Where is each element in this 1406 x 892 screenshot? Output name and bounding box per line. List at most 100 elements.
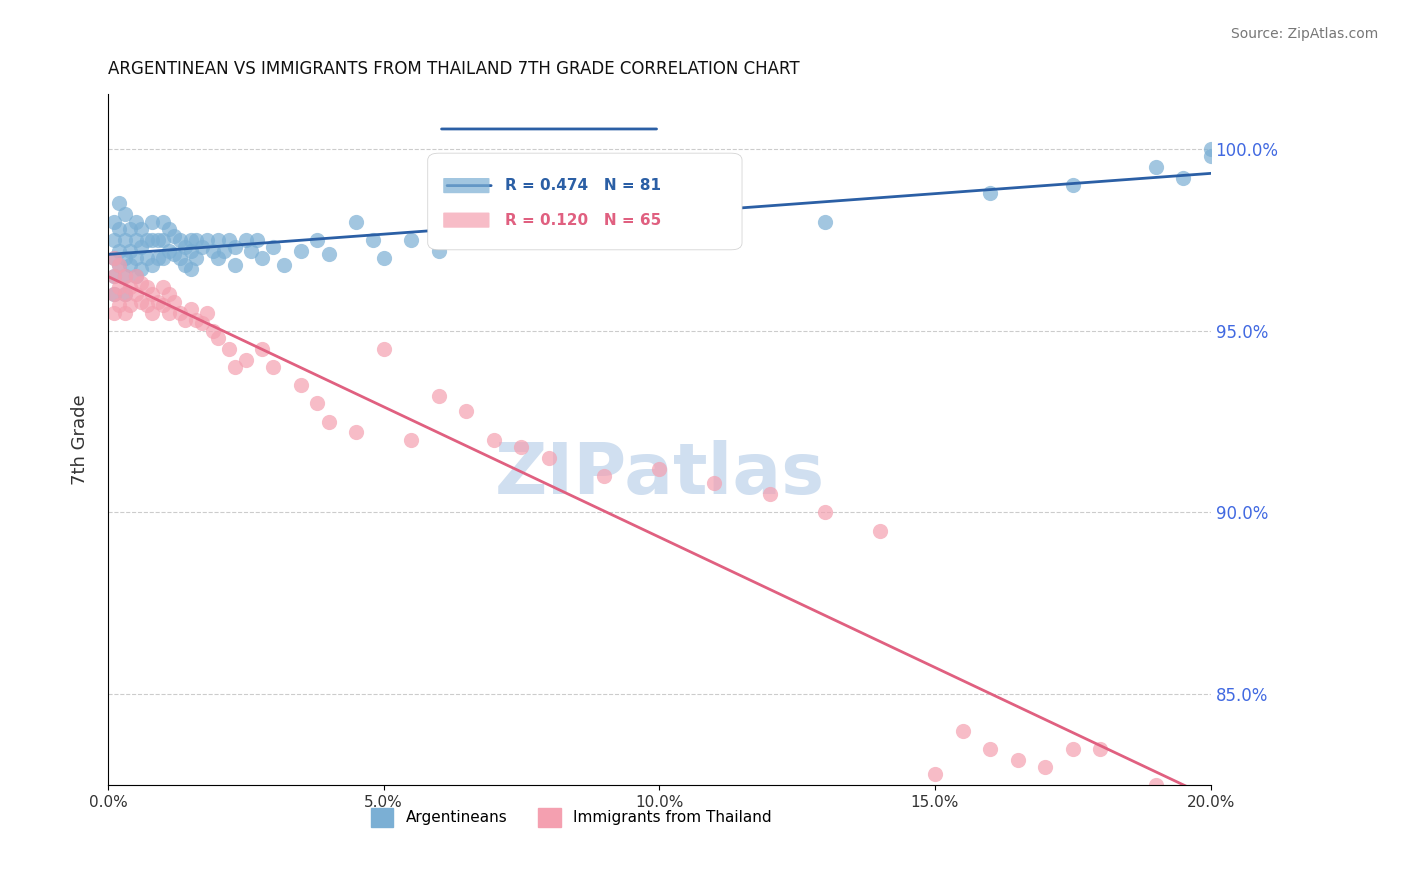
Immigrants from Thailand [373, 342, 395, 356]
Immigrants from Thailand [538, 450, 561, 465]
Argentineans [141, 214, 163, 228]
Immigrants from Thailand [1007, 753, 1029, 767]
Argentineans [207, 233, 229, 247]
Immigrants from Thailand [103, 305, 125, 319]
Argentineans [703, 196, 725, 211]
Argentineans [157, 244, 180, 258]
Argentineans [224, 240, 246, 254]
Argentineans [174, 240, 197, 254]
Immigrants from Thailand [924, 767, 946, 781]
Argentineans [252, 251, 274, 265]
Argentineans [108, 258, 131, 272]
Argentineans [240, 244, 263, 258]
Immigrants from Thailand [262, 360, 284, 375]
Immigrants from Thailand [648, 462, 671, 476]
Immigrants from Thailand [979, 741, 1001, 756]
Immigrants from Thailand [207, 331, 229, 345]
Argentineans [246, 233, 269, 247]
Argentineans [103, 233, 125, 247]
Argentineans [235, 233, 257, 247]
Argentineans [373, 251, 395, 265]
Argentineans [114, 251, 136, 265]
Argentineans [163, 247, 186, 261]
Argentineans [190, 240, 212, 254]
Immigrants from Thailand [593, 469, 616, 483]
Immigrants from Thailand [152, 280, 174, 294]
Argentineans [169, 251, 191, 265]
Argentineans [482, 233, 505, 247]
Argentineans [103, 214, 125, 228]
Immigrants from Thailand [814, 506, 837, 520]
Immigrants from Thailand [703, 476, 725, 491]
Immigrants from Thailand [1144, 778, 1167, 792]
Argentineans [103, 287, 125, 301]
Argentineans [152, 214, 174, 228]
Argentineans [456, 214, 478, 228]
Argentineans [195, 233, 218, 247]
Immigrants from Thailand [118, 280, 141, 294]
Argentineans [118, 258, 141, 272]
Argentineans [124, 251, 146, 265]
Argentineans [1062, 178, 1084, 193]
Argentineans [174, 258, 197, 272]
Immigrants from Thailand [482, 433, 505, 447]
Immigrants from Thailand [157, 305, 180, 319]
Argentineans [186, 233, 208, 247]
Immigrants from Thailand [152, 298, 174, 312]
Argentineans [180, 244, 202, 258]
Immigrants from Thailand [1033, 760, 1056, 774]
Immigrants from Thailand [114, 287, 136, 301]
Argentineans [399, 233, 422, 247]
Argentineans [814, 214, 837, 228]
Argentineans [146, 233, 169, 247]
Immigrants from Thailand [124, 287, 146, 301]
Immigrants from Thailand [108, 258, 131, 272]
Immigrants from Thailand [1116, 797, 1139, 811]
FancyBboxPatch shape [427, 153, 742, 250]
Argentineans [218, 233, 240, 247]
Text: ZIPatlas: ZIPatlas [495, 440, 824, 508]
Immigrants from Thailand [103, 251, 125, 265]
FancyBboxPatch shape [443, 178, 489, 194]
Argentineans [201, 244, 224, 258]
Argentineans [212, 244, 235, 258]
Immigrants from Thailand [190, 317, 212, 331]
Argentineans [103, 269, 125, 284]
Argentineans [273, 258, 295, 272]
Argentineans [1199, 142, 1222, 156]
Immigrants from Thailand [141, 305, 163, 319]
Immigrants from Thailand [169, 305, 191, 319]
Immigrants from Thailand [180, 301, 202, 316]
Argentineans [207, 251, 229, 265]
Immigrants from Thailand [174, 313, 197, 327]
Argentineans [163, 229, 186, 244]
Immigrants from Thailand [307, 396, 329, 410]
Text: Source: ZipAtlas.com: Source: ZipAtlas.com [1230, 27, 1378, 41]
Argentineans [180, 261, 202, 276]
Immigrants from Thailand [318, 415, 340, 429]
Immigrants from Thailand [218, 342, 240, 356]
Argentineans [361, 233, 384, 247]
Immigrants from Thailand [758, 487, 780, 501]
Argentineans [152, 251, 174, 265]
Immigrants from Thailand [146, 294, 169, 309]
Argentineans [129, 222, 152, 236]
Argentineans [1199, 149, 1222, 163]
Text: ARGENTINEAN VS IMMIGRANTS FROM THAILAND 7TH GRADE CORRELATION CHART: ARGENTINEAN VS IMMIGRANTS FROM THAILAND … [108, 60, 800, 78]
Argentineans [114, 287, 136, 301]
Argentineans [262, 240, 284, 254]
Text: R = 0.474   N = 81: R = 0.474 N = 81 [505, 178, 661, 193]
Immigrants from Thailand [135, 280, 157, 294]
Immigrants from Thailand [224, 360, 246, 375]
Legend: Argentineans, Immigrants from Thailand: Argentineans, Immigrants from Thailand [364, 802, 778, 833]
Immigrants from Thailand [118, 298, 141, 312]
Argentineans [124, 269, 146, 284]
Argentineans [1171, 171, 1194, 186]
Argentineans [135, 251, 157, 265]
Immigrants from Thailand [456, 403, 478, 417]
Immigrants from Thailand [141, 287, 163, 301]
Argentineans [344, 214, 367, 228]
Immigrants from Thailand [201, 324, 224, 338]
Argentineans [318, 247, 340, 261]
Immigrants from Thailand [344, 425, 367, 440]
